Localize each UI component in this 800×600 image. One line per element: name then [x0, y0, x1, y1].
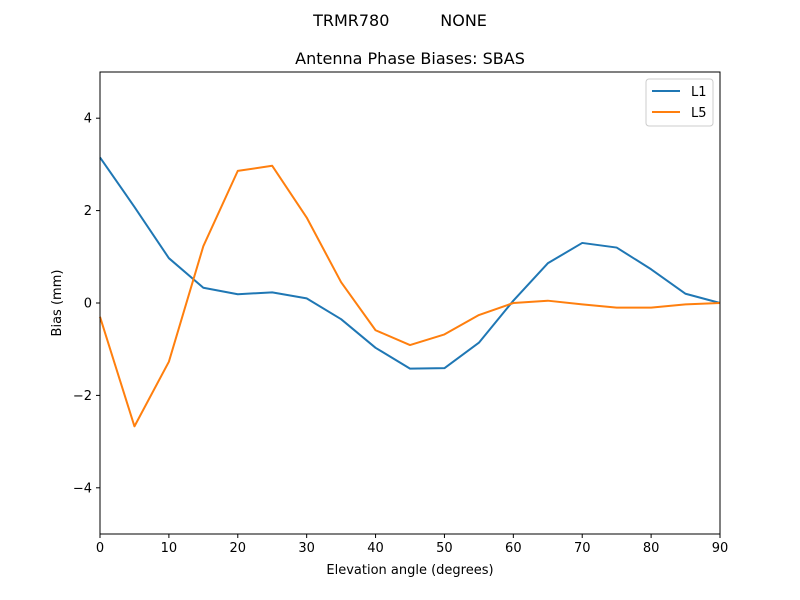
series-line-l1 — [99, 156, 721, 370]
x-tick-label: 20 — [230, 541, 247, 556]
y-tick-label: 0 — [84, 297, 92, 312]
legend-label-l5: L5 — [691, 106, 707, 121]
x-tick-label: 0 — [96, 541, 104, 556]
y-axis-label: Bias (mm) — [50, 270, 65, 337]
y-tick-label: −2 — [73, 389, 92, 404]
x-tick-label: 40 — [367, 541, 384, 556]
chart-title: Antenna Phase Biases: SBAS — [295, 49, 525, 68]
series-line-l5 — [99, 164, 721, 428]
x-tick-label: 90 — [712, 541, 729, 556]
x-tick-label: 60 — [505, 541, 522, 556]
x-tick-label: 10 — [161, 541, 178, 556]
x-tick-label: 70 — [574, 541, 591, 556]
plot-lines — [99, 156, 721, 428]
x-tick-label: 80 — [643, 541, 660, 556]
y-tick-label: 4 — [84, 112, 92, 127]
legend: L1 L5 — [645, 78, 714, 127]
legend-label-l1: L1 — [691, 85, 707, 100]
x-tick-label: 30 — [298, 541, 315, 556]
plot-frame — [99, 71, 721, 535]
y-tick-label: −4 — [73, 481, 92, 496]
axes-ticks: 0 10 20 30 40 50 60 70 80 90 −4 −2 0 2 4 — [73, 112, 728, 556]
x-axis-label: Elevation angle (degrees) — [326, 563, 493, 578]
chart-suptitle: TRMR780 NONE — [312, 11, 487, 30]
x-tick-label: 50 — [436, 541, 453, 556]
y-tick-label: 2 — [84, 204, 92, 219]
